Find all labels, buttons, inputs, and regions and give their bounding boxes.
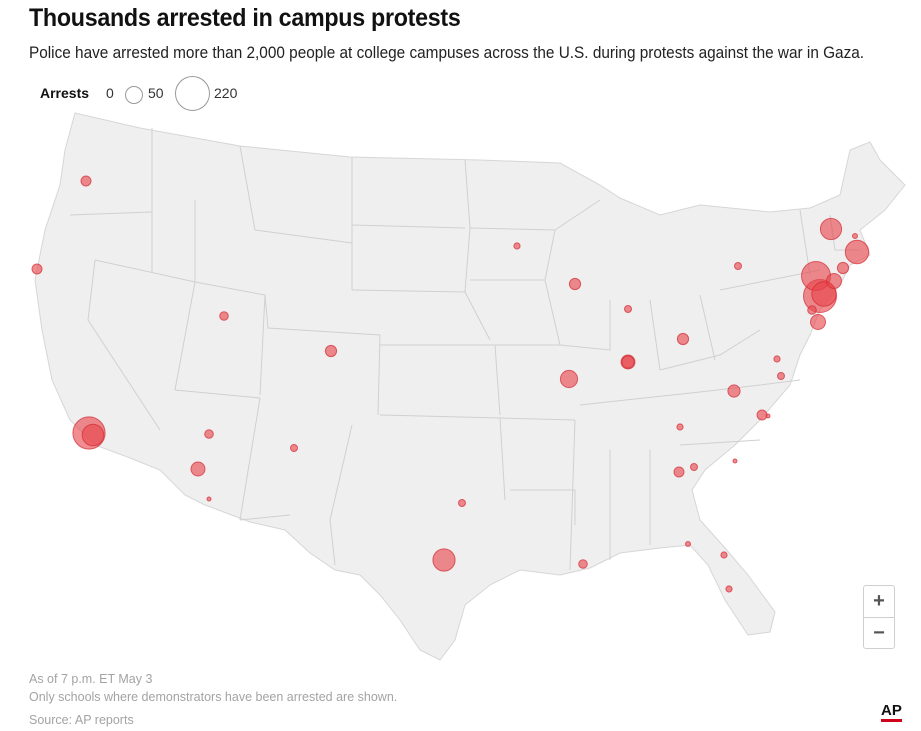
arrest-marker[interactable]: Amherst, MA: 25 [836, 261, 850, 275]
scope-note: Only schools where demonstrators have be… [29, 690, 398, 704]
arrest-marker[interactable]: Austin, TX: 100 [432, 548, 456, 572]
arrest-marker[interactable]: St. Louis, MO: 60 [559, 369, 579, 389]
ap-logo: AP [881, 703, 902, 722]
legend-value-mid: 50 [148, 85, 164, 101]
arrest-marker[interactable]: Los Angeles, CA (USC): 95 [81, 423, 105, 447]
arrest-marker[interactable]: Philadelphia, PA: 45 [810, 314, 826, 330]
legend-title: Arrests [40, 85, 90, 101]
arrest-marker[interactable]: Flagstaff, AZ: 15 [204, 429, 214, 439]
arrest-marker[interactable]: Virginia (central): 8 [773, 355, 781, 363]
zoom-control: + − [863, 585, 895, 649]
zoom-in-button[interactable]: + [873, 590, 885, 612]
legend-circle-mid [125, 86, 143, 104]
arrest-marker[interactable]: Hanover, NH: 90 [819, 217, 843, 241]
source-note: Source: AP reports [29, 713, 134, 727]
arrest-marker[interactable]: Northern California: 20 [31, 263, 43, 275]
arrest-marker[interactable]: Tucson, AZ: 3 [206, 496, 212, 502]
legend-value-max: 220 [214, 85, 238, 101]
arrest-marker[interactable]: Dallas, TX: 10 [458, 499, 466, 507]
arrest-marker[interactable]: Boston area, MA: 5 [852, 233, 858, 239]
arrest-markers: New York, NY (Columbia): 220Los Angeles,… [31, 175, 870, 593]
arrest-marker[interactable]: Charlottesville, VA: 30 [727, 384, 741, 398]
arrest-marker[interactable]: Salt Lake City, UT: 15 [219, 311, 229, 321]
arrest-marker[interactable]: Portland, OR: 20 [80, 175, 92, 187]
arrest-marker[interactable]: Chapel Hill, NC: 20 [756, 409, 768, 421]
arrest-marker[interactable]: Champaign, IL: 30 [621, 355, 635, 369]
arrest-marker[interactable]: Gainesville, FL: 8 [720, 551, 728, 559]
page-subtitle: Police have arrested more than 2,000 peo… [29, 44, 865, 62]
size-legend: Arrests 0 50 220 [40, 76, 270, 112]
arrest-marker[interactable]: Buffalo, NY: 10 [734, 262, 742, 270]
arrest-marker[interactable]: New Haven, CT: 45 [826, 273, 842, 289]
legend-circle-max [175, 76, 210, 111]
arrest-marker[interactable]: Athens, GA: 10 [690, 463, 698, 471]
arrest-marker[interactable]: Albuquerque, NM: 10 [290, 444, 298, 452]
arrest-marker[interactable]: Boston, MA: 110 [844, 239, 870, 265]
arrest-marker[interactable]: Madison, WI: 25 [568, 277, 582, 291]
map-land [34, 112, 906, 661]
arrest-marker[interactable]: North Carolina (coast): 2 [765, 413, 771, 419]
arrest-marker[interactable]: Chicago area, IL: 10 [624, 305, 632, 313]
arrest-marker[interactable]: Minneapolis, MN: 8 [513, 242, 521, 250]
us-map[interactable]: New York, NY (Columbia): 220Los Angeles,… [0, 105, 921, 665]
zoom-out-button[interactable]: − [864, 617, 894, 649]
arrest-marker[interactable]: Richmond, VA: 10 [777, 372, 785, 380]
arrest-marker[interactable]: Knoxville, TN: 8 [676, 423, 684, 431]
arrest-marker[interactable]: Atlanta, GA: 20 [673, 466, 685, 478]
page-title: Thousands arrested in campus protests [29, 4, 461, 32]
arrest-marker[interactable]: South Carolina: 2 [732, 458, 738, 464]
arrest-marker[interactable]: New Orleans, LA: 15 [578, 559, 588, 569]
arrest-marker[interactable]: Columbus, OH: 25 [676, 332, 690, 346]
arrest-marker[interactable]: Denver, CO: 25 [324, 344, 338, 358]
arrest-marker[interactable]: Tempe, AZ: 40 [190, 461, 206, 477]
arrest-marker[interactable]: Tallahassee, FL: 5 [685, 541, 691, 547]
arrest-marker[interactable]: Tampa, FL: 8 [725, 585, 733, 593]
arrest-marker[interactable]: New Jersey: 15 [807, 305, 817, 315]
as-of-note: As of 7 p.m. ET May 3 [29, 672, 153, 686]
state-borders [69, 128, 860, 571]
legend-value-min: 0 [106, 85, 114, 101]
